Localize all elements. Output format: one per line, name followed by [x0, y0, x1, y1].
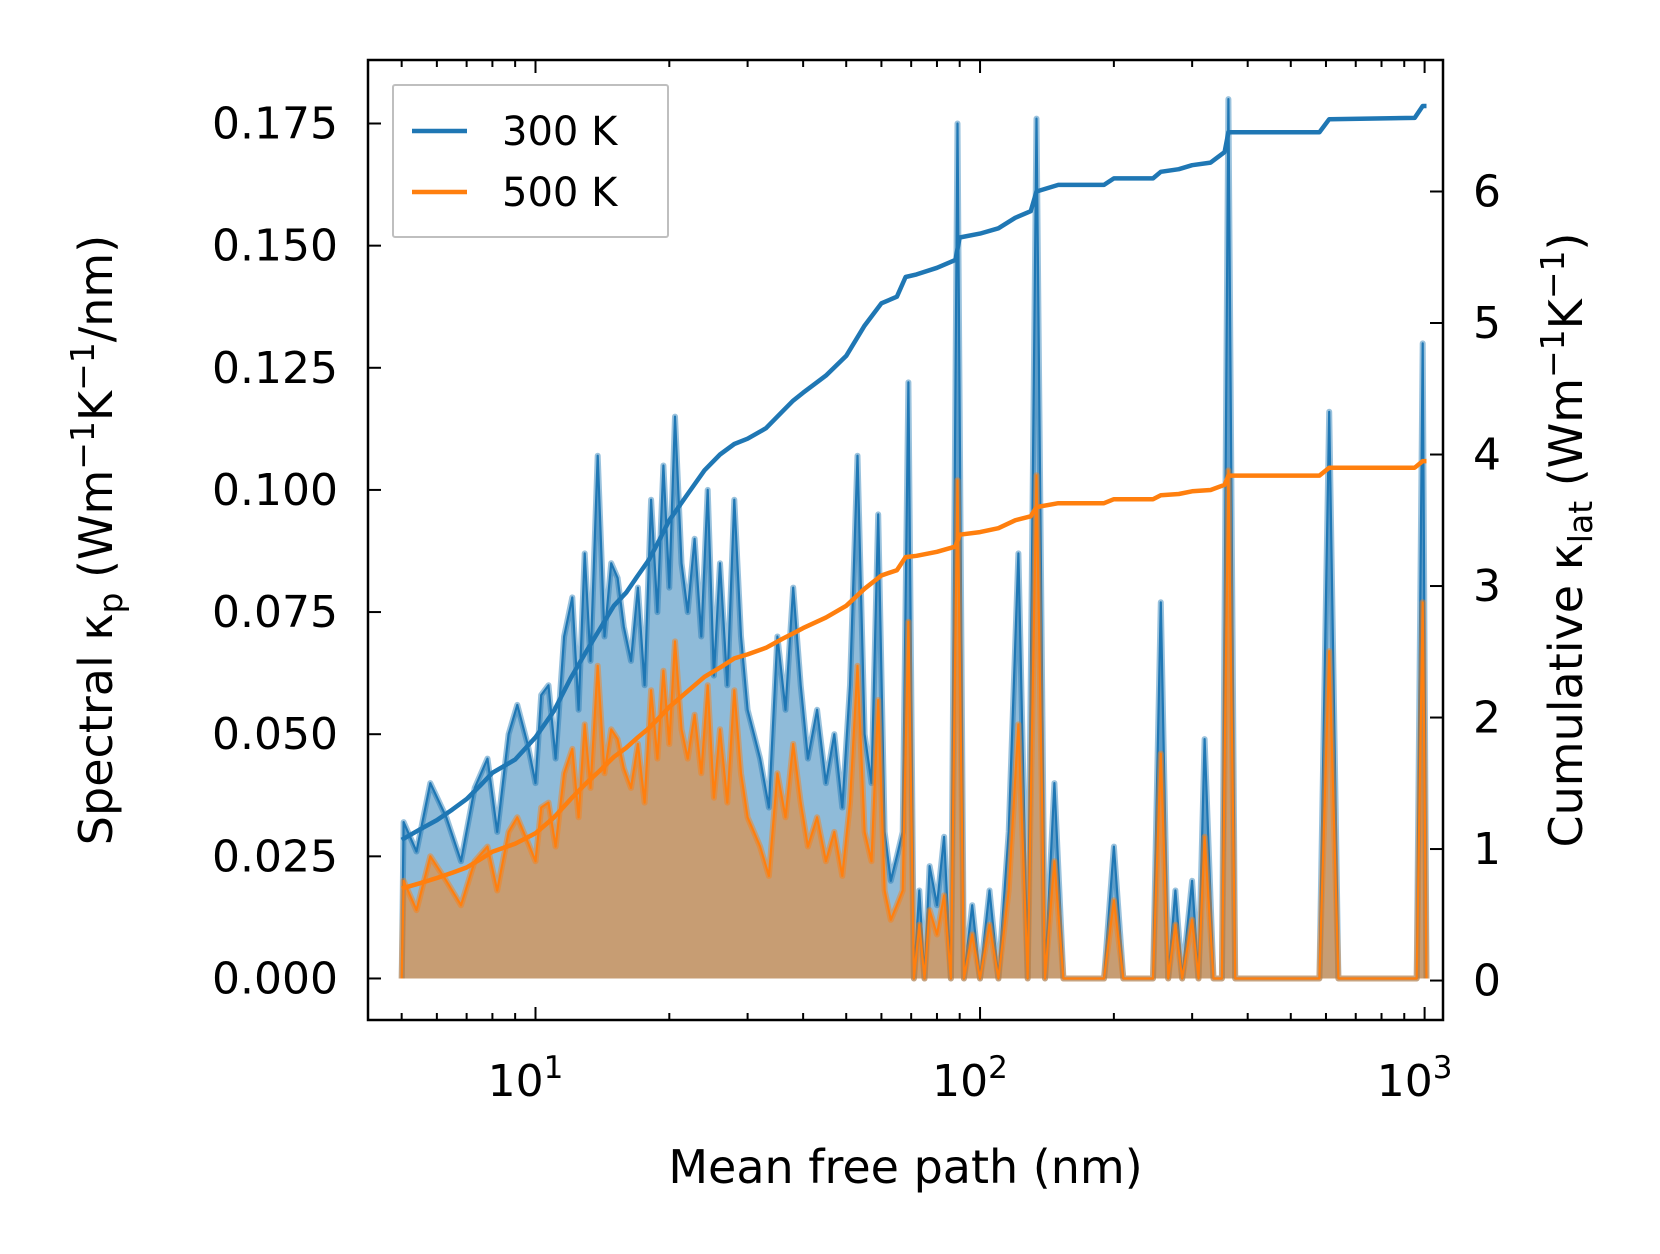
- y2-axis-title-part: K: [1539, 297, 1593, 329]
- y-tick-label: 0.100: [212, 465, 338, 516]
- y2-tick-label: 1: [1473, 824, 1501, 875]
- legend: 300 K 500 K: [392, 84, 669, 238]
- y-axis-title: Spectral κp (Wm−1K−1/nm): [63, 235, 130, 845]
- plot-area: [398, 96, 1430, 982]
- y2-axis-title-part: lat: [1561, 501, 1600, 543]
- x-tick-base: 10: [932, 1056, 988, 1107]
- y2-tick-label: 6: [1473, 167, 1501, 218]
- y-axis-title-part: /nm): [69, 235, 123, 342]
- y-tick-label: 0.175: [212, 99, 338, 150]
- x-tick-exponent: 3: [1433, 1050, 1453, 1086]
- y-axis-title-part: (Wm: [69, 470, 123, 593]
- y2-axis-title-part: Cumulative κ: [1539, 543, 1593, 847]
- y2-tick-label: 4: [1473, 430, 1501, 481]
- y-axis-title-part: −1: [63, 342, 102, 391]
- axes: 101 102 1030.0000.0250.0500.0750.1000.1250…: [63, 58, 1600, 1194]
- cumulative-line-300k: [400, 103, 1427, 842]
- y2-axis-title-part: −1: [1533, 250, 1572, 299]
- x-tick-label: 103: [1377, 1050, 1453, 1107]
- y-tick-label: 0.125: [212, 343, 338, 394]
- plot-frame: [366, 58, 1445, 1022]
- x-tick-exponent: 1: [544, 1050, 564, 1086]
- y2-axis-title: Cumulative κlat (Wm−1K−1): [1533, 233, 1600, 848]
- y2-tick-label: 5: [1473, 298, 1501, 349]
- y-tick-label: 0.025: [212, 831, 338, 882]
- y2-tick-label: 3: [1473, 561, 1501, 612]
- y-axis-title-part: p: [91, 593, 130, 614]
- spectral-line-500k: [400, 469, 1428, 980]
- y2-tick-label: 2: [1473, 693, 1501, 744]
- spectral-area-500k: [401, 470, 1427, 979]
- legend-label: 300 K: [502, 109, 619, 155]
- y2-axis-title-part: ): [1539, 233, 1593, 251]
- x-axis-title: Mean free path (nm): [668, 1140, 1142, 1194]
- x-tick-label: 102: [932, 1050, 1008, 1107]
- y-axis-title-part: −1: [63, 421, 102, 470]
- x-tick-label: 101: [488, 1050, 564, 1107]
- x-tick-base: 10: [488, 1056, 544, 1107]
- y2-tick-label: 0: [1473, 956, 1501, 1007]
- x-tick-base: 10: [1377, 1056, 1433, 1107]
- y-axis-title-part: K: [69, 389, 123, 421]
- y-tick-label: 0.075: [212, 587, 338, 638]
- y2-axis-title-part: −1: [1533, 329, 1572, 378]
- plot-content: [398, 96, 1430, 982]
- y-tick-label: 0.050: [212, 709, 338, 760]
- x-tick-exponent: 2: [988, 1050, 1008, 1086]
- y2-axis-title-part: (Wm: [1539, 378, 1593, 501]
- cumulative-line-500k: [401, 458, 1427, 891]
- y-axis-title-part: Spectral κ: [69, 614, 123, 846]
- y-tick-label: 0.150: [212, 221, 338, 272]
- y-tick-label: 0.000: [212, 953, 338, 1004]
- legend-box: [392, 84, 669, 238]
- legend-label: 500 K: [502, 170, 619, 216]
